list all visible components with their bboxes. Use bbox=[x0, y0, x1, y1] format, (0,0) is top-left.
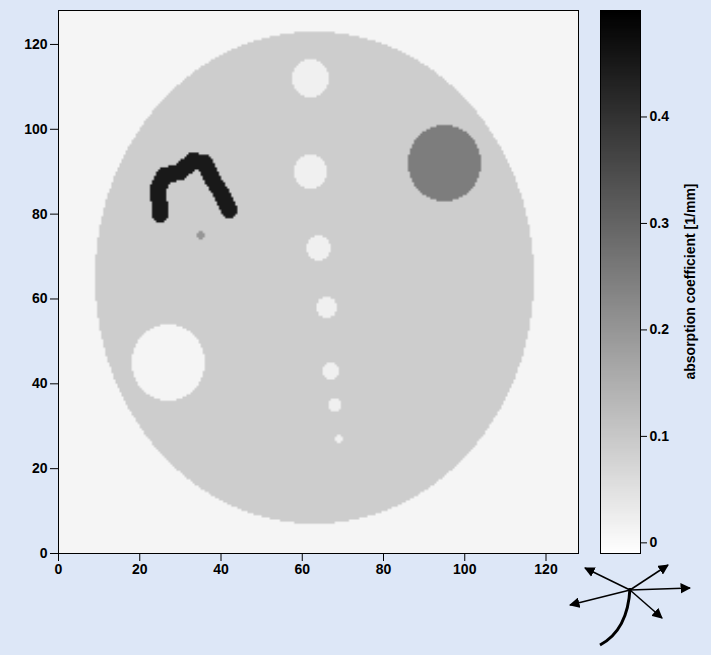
svg-text:absorption coefficient [1/mm]: absorption coefficient [1/mm] bbox=[682, 183, 698, 379]
svg-text:0.4: 0.4 bbox=[650, 108, 670, 124]
svg-text:0: 0 bbox=[55, 561, 63, 577]
svg-text:100: 100 bbox=[24, 121, 48, 137]
svg-text:100: 100 bbox=[453, 561, 477, 577]
svg-text:40: 40 bbox=[213, 561, 229, 577]
svg-text:120: 120 bbox=[534, 561, 558, 577]
svg-text:60: 60 bbox=[294, 561, 310, 577]
svg-text:80: 80 bbox=[376, 561, 392, 577]
svg-text:0: 0 bbox=[40, 545, 48, 561]
svg-text:20: 20 bbox=[132, 561, 148, 577]
svg-text:0.3: 0.3 bbox=[650, 215, 670, 231]
svg-text:0: 0 bbox=[650, 534, 658, 550]
svg-text:0.2: 0.2 bbox=[650, 321, 670, 337]
svg-text:60: 60 bbox=[32, 290, 48, 306]
svg-text:0.1: 0.1 bbox=[650, 428, 670, 444]
svg-text:120: 120 bbox=[24, 36, 48, 52]
svg-text:40: 40 bbox=[32, 375, 48, 391]
svg-text:80: 80 bbox=[32, 206, 48, 222]
svg-text:20: 20 bbox=[32, 460, 48, 476]
